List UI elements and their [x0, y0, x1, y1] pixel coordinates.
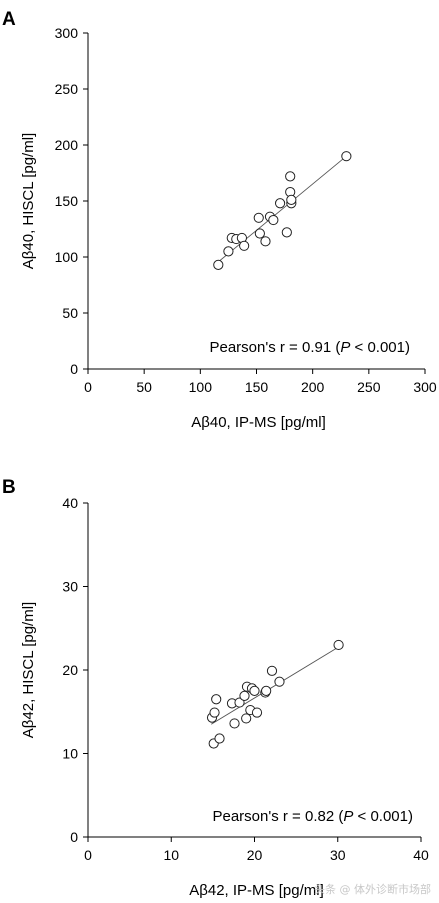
regression-line	[215, 155, 347, 265]
data-point	[213, 259, 224, 270]
data-point	[253, 212, 264, 223]
x-tick-label: 10	[163, 847, 179, 863]
x-tick-label: 20	[247, 847, 263, 863]
y-tick-label: 200	[55, 137, 79, 153]
y-tick-label: 0	[70, 829, 78, 845]
data-point	[254, 228, 265, 239]
data-point	[241, 713, 252, 724]
x-tick-label: 100	[189, 379, 213, 395]
data-point	[214, 733, 225, 744]
data-point	[229, 718, 240, 729]
panel-label: A	[2, 9, 16, 30]
data-point	[261, 685, 272, 696]
x-tick-label: 200	[301, 379, 325, 395]
x-tick-label: 0	[84, 379, 92, 395]
data-point	[223, 246, 234, 257]
data-point	[268, 214, 279, 226]
pearson-annotation: Pearson's r = 0.91 (P < 0.001)	[209, 339, 410, 356]
x-tick-label: 0	[84, 847, 92, 863]
x-tick-label: 30	[330, 847, 346, 863]
data-point	[209, 707, 220, 718]
x-tick-label: 300	[413, 379, 437, 395]
watermark: 头条 @ 体外诊断市场部	[314, 883, 431, 896]
y-tick-label: 20	[62, 662, 78, 678]
y-tick-label: 50	[62, 305, 78, 321]
x-tick-label: 50	[136, 379, 152, 395]
y-axis-label: Aβ40, HISCL [pg/ml]	[20, 133, 37, 269]
panel-label: B	[2, 477, 16, 498]
regression-line	[210, 647, 338, 725]
data-point	[249, 685, 260, 696]
pearson-annotation: Pearson's r = 0.82 (P < 0.001)	[212, 808, 413, 825]
data-point	[266, 665, 278, 676]
data-point	[251, 707, 263, 718]
data-point	[260, 236, 271, 247]
x-axis-label: Aβ40, IP-MS [pg/ml]	[191, 414, 326, 431]
y-tick-label: 10	[62, 746, 78, 762]
y-tick-label: 30	[62, 579, 78, 595]
x-tick-label: 150	[245, 379, 269, 395]
data-point	[274, 198, 286, 209]
y-tick-label: 250	[55, 81, 79, 97]
data-point	[281, 227, 292, 238]
data-point	[285, 171, 296, 182]
y-tick-label: 0	[70, 361, 78, 377]
x-axis-label: Aβ42, IP-MS [pg/ml]	[189, 882, 324, 899]
data-point	[341, 151, 352, 162]
data-point	[211, 694, 222, 705]
data-point	[234, 697, 245, 708]
y-axis-label: Aβ42, HISCL [pg/ml]	[20, 602, 37, 738]
data-point	[286, 194, 297, 205]
data-point	[274, 676, 285, 687]
x-tick-label: 40	[413, 847, 429, 863]
y-tick-label: 40	[62, 495, 78, 511]
data-point	[239, 240, 250, 251]
data-point	[333, 639, 344, 651]
y-tick-label: 300	[55, 25, 79, 41]
x-tick-label: 250	[357, 379, 381, 395]
data-point	[239, 690, 250, 701]
y-tick-label: 150	[55, 193, 79, 209]
y-tick-label: 100	[55, 249, 79, 265]
